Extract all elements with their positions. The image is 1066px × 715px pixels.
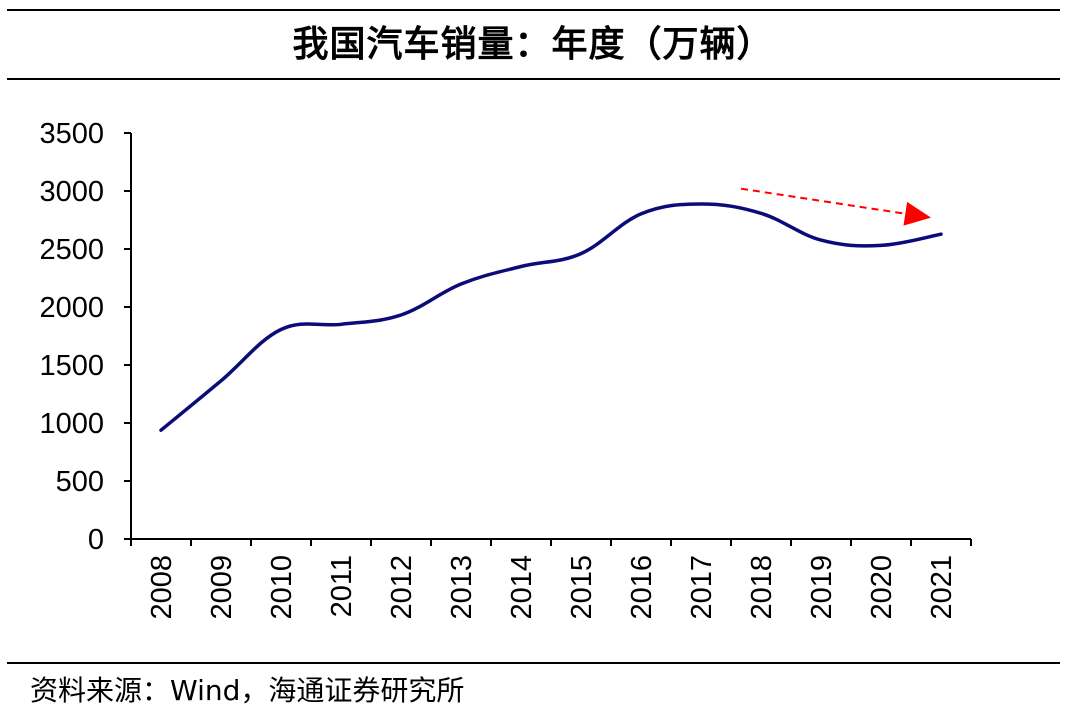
chart-title: 我国汽车销量：年度（万辆） [292,23,774,65]
x-tick-label: 2017 [686,555,718,620]
x-axis: 2008 2009 2010 2011 2012 2013 2014 2015 2016 2017… [130,538,972,620]
x-tick-label: 2019 [806,555,838,620]
y-tick-label: 1500 [39,350,104,382]
x-tick-label: 2018 [746,555,778,620]
bottom-rule [7,662,1060,664]
x-tick-label: 2008 [146,555,178,620]
x-tick-label: 2011 [326,555,358,617]
title-underline [7,78,1060,80]
y-tick-label: 1000 [39,408,104,440]
x-tick-label: 2020 [866,555,898,620]
annotation-layer [740,187,931,226]
source-note: 资料来源：Wind，海通证券研究所 [30,674,465,707]
y-axis: 0 500 1000 1500 2000 2500 3000 3500 [39,118,132,556]
x-tick-label: 2015 [566,555,598,620]
x-tick-label: 2014 [506,555,538,620]
top-rule [7,9,1060,11]
y-tick-label: 2000 [39,292,104,324]
series-layer [159,202,943,432]
y-tick-label: 500 [56,466,104,498]
x-tick-label: 2009 [206,555,238,620]
x-tick-label: 2021 [926,555,958,620]
trend-arrow-head [903,201,931,226]
y-tick-label: 2500 [39,234,104,266]
y-tick-label: 3500 [39,118,104,150]
sales-series-line [159,202,943,432]
y-tick-label: 0 [88,524,104,556]
x-tick-label: 2010 [266,555,298,620]
trend-arrow-shaft [740,187,906,215]
line-chart: 0 500 1000 1500 2000 2500 3000 3500 2008 2009 201… [39,118,972,620]
y-tick-label: 3000 [39,176,104,208]
x-tick-label: 2012 [386,555,418,620]
x-tick-label: 2016 [626,555,658,620]
x-tick-label: 2013 [446,555,478,620]
